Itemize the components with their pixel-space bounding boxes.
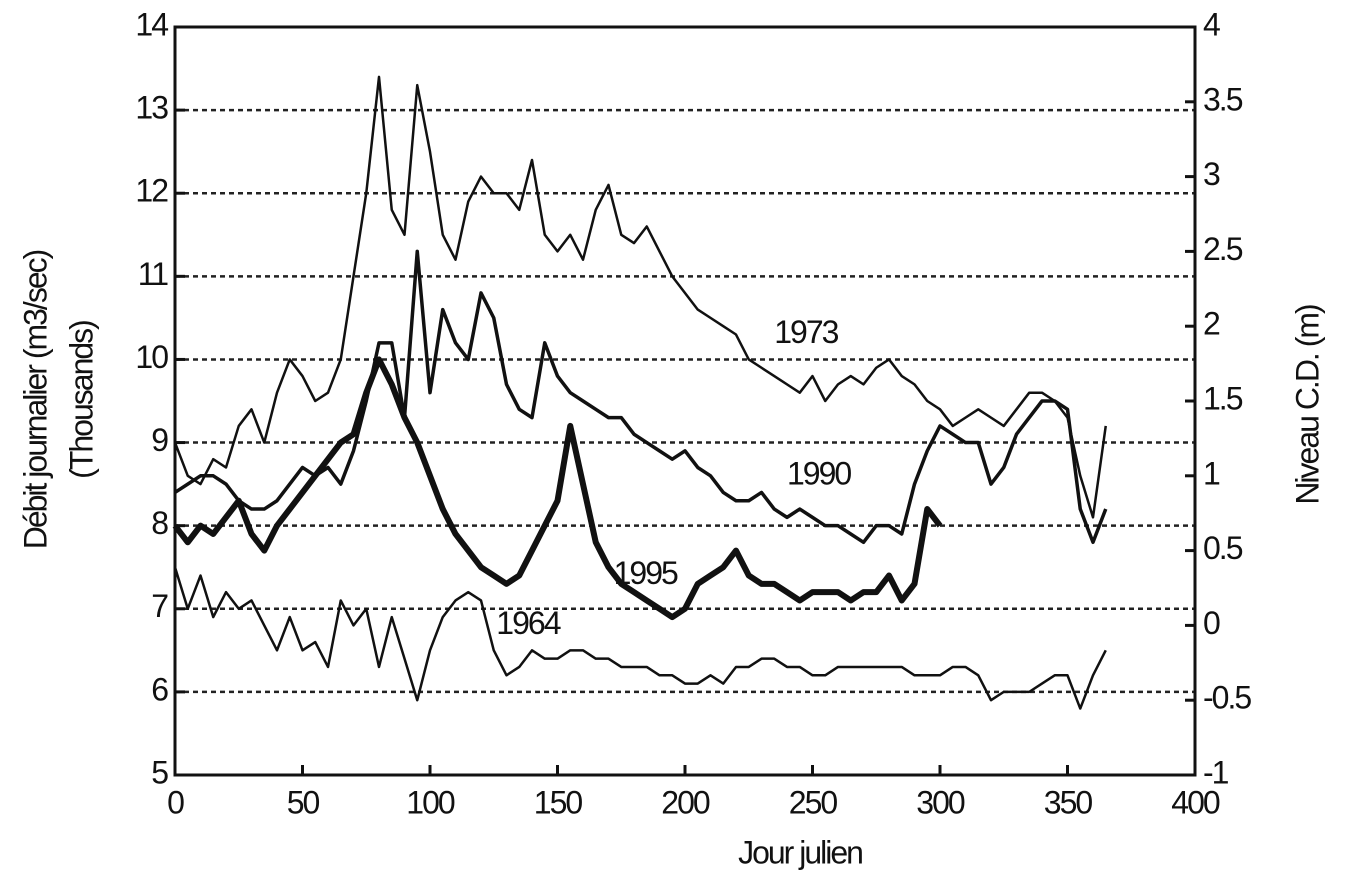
x-tick-label: 150 <box>534 784 583 820</box>
y2-tick-label: 2.5 <box>1203 231 1243 267</box>
y2-tick-label: 0 <box>1203 605 1220 641</box>
y-tick-label: 8 <box>151 505 168 541</box>
y2-tick-label: 0.5 <box>1203 530 1243 566</box>
annotation: 1995 <box>614 555 678 591</box>
y2-tick-label: -0.5 <box>1203 680 1251 716</box>
y2-tick-label: 1.5 <box>1203 380 1243 416</box>
x-tick-label: 100 <box>406 784 455 820</box>
x-tick-label: 0 <box>167 784 184 820</box>
series-line <box>172 356 943 621</box>
series-line <box>173 75 1107 519</box>
y-tick-label: 7 <box>151 588 168 624</box>
y-tick-label: 14 <box>135 6 168 42</box>
series-line <box>174 249 1108 545</box>
x-tick-label: 400 <box>1171 784 1220 820</box>
y-tick-label: 10 <box>135 339 168 375</box>
x-tick-label: 250 <box>789 784 838 820</box>
x-tick-label: 200 <box>661 784 710 820</box>
y2-tick-label: 2 <box>1203 306 1220 342</box>
y-tick-label: 9 <box>151 422 168 458</box>
y-axis-label: (Thousands) <box>63 321 99 479</box>
y2-tick-label: 3.5 <box>1203 81 1243 117</box>
plot-frame <box>173 25 1197 777</box>
x-axis-label: Jour julien <box>738 834 862 870</box>
y-tick-label: 5 <box>151 754 168 790</box>
x-tick-label: 300 <box>916 784 965 820</box>
annotation: 1973 <box>774 314 838 350</box>
y2-tick-label: 4 <box>1203 6 1220 42</box>
x-tick-label: 50 <box>287 784 320 820</box>
y2-tick-label: 3 <box>1203 156 1220 192</box>
annotation: 1990 <box>787 455 851 491</box>
y-axis-label: Débit journalier (m3/sec) <box>17 250 53 549</box>
y2-axis-label: Niveau C.D. (m) <box>1289 305 1325 505</box>
y2-tick-label: -1 <box>1203 754 1229 790</box>
series-line <box>173 566 1107 710</box>
y-tick-label: 13 <box>135 90 168 126</box>
x-tick-label: 350 <box>1044 784 1093 820</box>
y2-tick-label: 1 <box>1203 455 1220 491</box>
annotation: 1964 <box>496 605 560 641</box>
y-tick-label: 12 <box>135 173 168 209</box>
y-tick-label: 11 <box>138 256 168 292</box>
y-tick-label: 6 <box>151 671 168 707</box>
